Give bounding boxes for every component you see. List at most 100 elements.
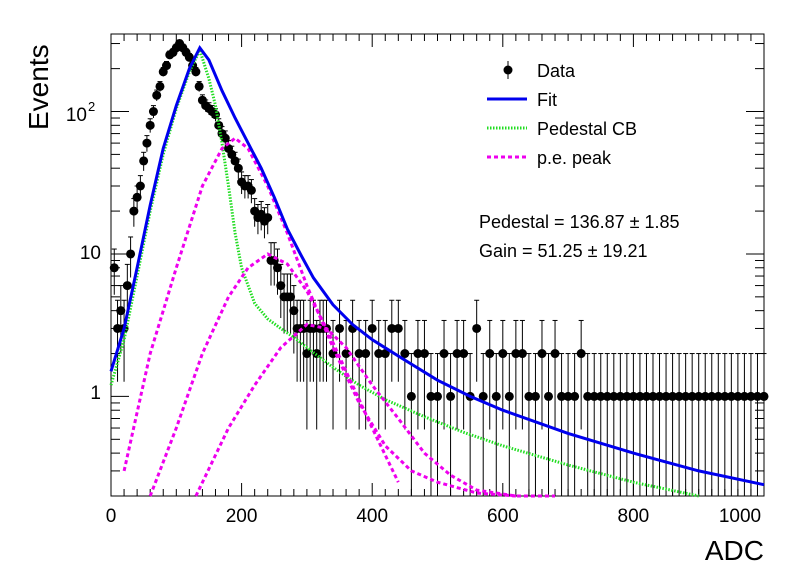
data-point xyxy=(433,391,442,401)
data-point xyxy=(400,349,410,359)
legend-entry-data: Data xyxy=(503,61,576,81)
y-axis-title: Events xyxy=(23,44,54,130)
data-point xyxy=(446,391,456,401)
data-point xyxy=(511,349,521,359)
y-axis-ticks xyxy=(111,43,764,497)
data-point xyxy=(504,391,514,401)
data-point xyxy=(380,349,390,359)
legend-data-marker xyxy=(503,65,513,75)
data-point xyxy=(596,391,606,401)
data-point xyxy=(413,349,423,359)
data-point xyxy=(426,391,436,401)
data-point xyxy=(609,391,619,401)
data-point xyxy=(491,391,501,401)
data-point xyxy=(550,349,560,359)
x-tick-label: 600 xyxy=(487,506,519,527)
data-point xyxy=(129,206,139,216)
data-point xyxy=(145,120,155,130)
legend-label-data: Data xyxy=(537,61,576,81)
data-point xyxy=(452,349,462,359)
data-point xyxy=(139,156,149,166)
data-point xyxy=(302,349,312,359)
data-point xyxy=(116,306,126,316)
pedestal-cb-curve xyxy=(109,46,700,498)
pe-peak-curve xyxy=(148,252,400,497)
legend-label-pedestal: Pedestal CB xyxy=(537,119,637,139)
data-point xyxy=(733,391,743,401)
data-point xyxy=(570,391,580,401)
data-point xyxy=(419,349,429,359)
data-point xyxy=(335,323,345,333)
data-point xyxy=(524,391,534,401)
data-point xyxy=(273,263,283,273)
data-point xyxy=(472,323,482,333)
data-point xyxy=(648,391,658,401)
data-point xyxy=(341,349,351,359)
data-point xyxy=(406,391,416,401)
data-point xyxy=(655,391,665,401)
data-point xyxy=(135,181,145,191)
data-point xyxy=(374,349,384,359)
data-point xyxy=(544,391,554,401)
data-point xyxy=(530,391,540,401)
data-point xyxy=(113,323,123,333)
annotation-pedestal: Pedestal = 136.87 ± 1.85 xyxy=(479,212,680,232)
x-tick-label: 200 xyxy=(226,506,258,527)
data-point xyxy=(726,391,736,401)
annotation-gain: Gain = 51.25 ± 19.21 xyxy=(479,241,648,261)
data-point xyxy=(155,81,165,91)
data-point xyxy=(746,391,756,401)
data-point xyxy=(668,391,678,401)
data-point xyxy=(263,213,273,223)
data-point xyxy=(194,81,204,91)
data-point xyxy=(439,349,449,359)
data-point xyxy=(459,349,469,359)
data-point xyxy=(635,391,645,401)
data-point xyxy=(576,349,586,359)
legend-entry-pedestal: Pedestal CB xyxy=(487,119,637,139)
data-point xyxy=(142,138,152,148)
data-point xyxy=(367,323,377,333)
data-point xyxy=(184,52,194,62)
data-point xyxy=(752,391,762,401)
data-point xyxy=(557,391,567,401)
data-point xyxy=(720,391,730,401)
data-point xyxy=(393,323,403,333)
legend-label-fit: Fit xyxy=(537,90,557,110)
x-tick-label: 800 xyxy=(618,506,650,527)
data-point xyxy=(537,349,547,359)
data-point xyxy=(615,391,625,401)
y-tick-label-exponent: 2 xyxy=(88,99,95,114)
data-point xyxy=(563,391,573,401)
data-point xyxy=(674,391,684,401)
y-tick-label-power: 10 2 xyxy=(66,99,95,126)
data-point xyxy=(485,349,495,359)
pe-peak-curve xyxy=(194,322,555,498)
data-point xyxy=(162,61,172,71)
fit-curve xyxy=(109,44,765,487)
fit-annotations: Pedestal = 136.87 ± 1.85 Gain = 51.25 ± … xyxy=(479,212,680,261)
data-point xyxy=(354,349,364,359)
data-point xyxy=(387,323,397,333)
data-point xyxy=(148,107,158,117)
pe-peak-curve xyxy=(122,136,517,498)
x-axis-title: ADC xyxy=(705,535,764,566)
data-point xyxy=(109,263,119,273)
x-tick-label: 0 xyxy=(106,506,117,527)
data-point xyxy=(589,391,599,401)
y-tick-label: 1 xyxy=(90,383,101,404)
data-point xyxy=(246,185,256,195)
data-point xyxy=(641,391,651,401)
data-point xyxy=(759,391,769,401)
data-point xyxy=(361,349,371,359)
legend-entry-fit: Fit xyxy=(487,90,557,110)
data-point xyxy=(152,90,162,100)
data-point xyxy=(661,391,671,401)
plot-area xyxy=(109,39,769,498)
data-point xyxy=(713,391,723,401)
data-point xyxy=(583,391,593,401)
data-point xyxy=(700,391,710,401)
data-point xyxy=(687,391,697,401)
data-point xyxy=(707,391,717,401)
